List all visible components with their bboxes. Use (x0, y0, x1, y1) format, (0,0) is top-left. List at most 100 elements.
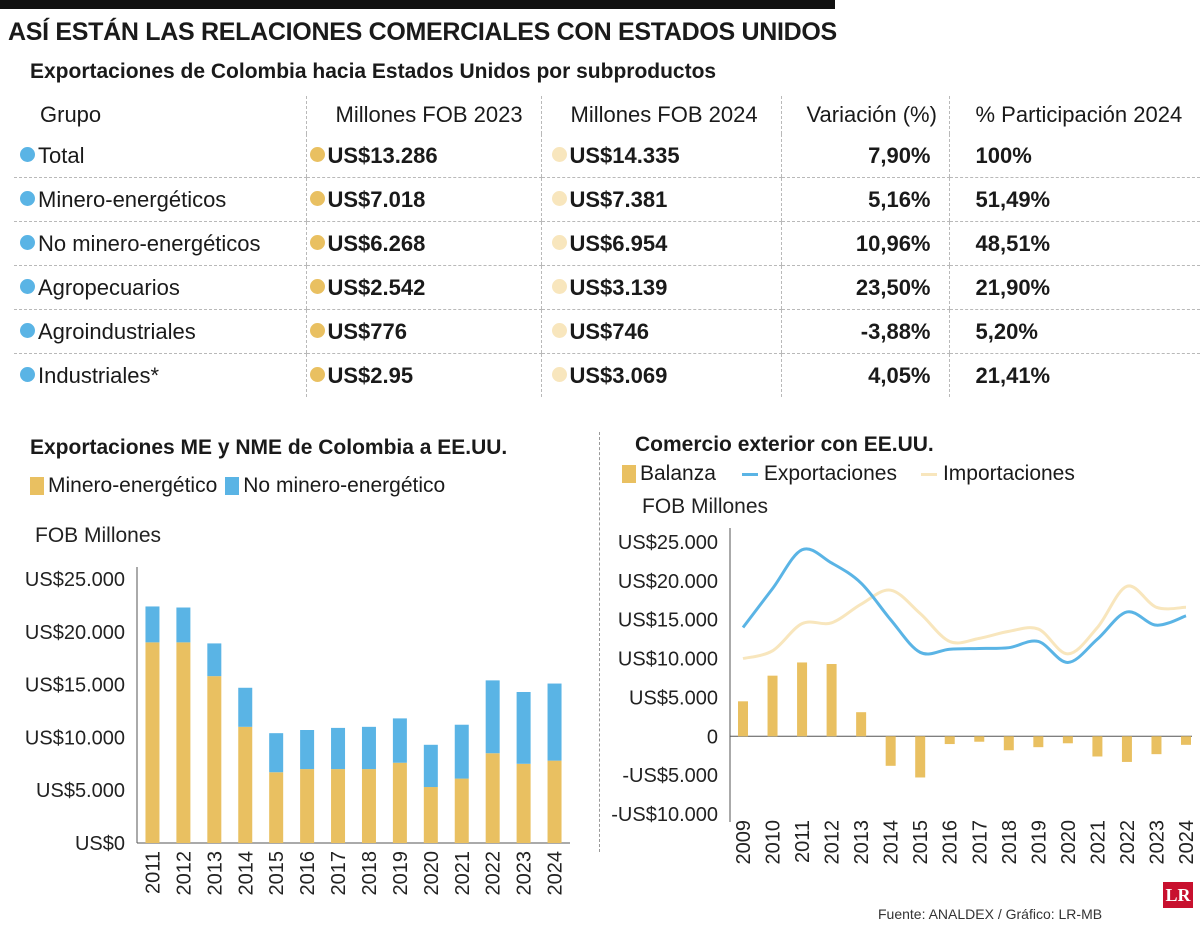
cell-fob2024: US$746 (540, 309, 781, 354)
cell-value: 4,05% (868, 362, 931, 388)
balanza-bar (915, 736, 926, 778)
bar-minero-energetico (331, 769, 346, 843)
cell-value: US$6.954 (569, 230, 668, 256)
bar-minero-energetico (238, 726, 253, 843)
blue-bullet-icon (20, 322, 35, 338)
y-tick-label: US$20.000 (618, 571, 718, 593)
cell-group: Agroindustriales (14, 309, 306, 354)
y-tick-label: US$15.000 (25, 675, 125, 697)
bar-no-minero-energetico (454, 724, 469, 779)
cell-fob2024: US$3.069 (540, 353, 781, 397)
exports-table: Grupo Millones FOB 2023 Millones FOB 202… (14, 96, 1200, 397)
page-title: ASÍ ESTÁN LAS RELACIONES COMERCIALES CON… (8, 18, 837, 46)
cell-fob2023: US$2.95 (305, 353, 541, 397)
importaciones-line (742, 584, 1187, 661)
bar-no-minero-energetico (269, 733, 284, 773)
cell-value: US$2.95 (327, 362, 414, 388)
cell-value: US$3.069 (569, 362, 668, 388)
cell-variation: 10,96% (780, 221, 949, 266)
blue-bullet-icon (20, 366, 35, 382)
y-tick-label: US$25.000 (25, 569, 125, 591)
cell-value: US$14.335 (569, 142, 680, 168)
cell-variation: 5,16% (780, 177, 949, 222)
legend-label-balanza: Balanza (640, 462, 716, 485)
balanza-bar (767, 675, 778, 737)
cell-value: US$776 (327, 318, 408, 344)
cell-fob2023: US$6.268 (305, 221, 541, 266)
y-tick-label: 0 (707, 726, 718, 748)
x-tick-label: 2016 (297, 851, 319, 896)
cell-group: Total (14, 134, 306, 178)
gold-bullet-icon (309, 190, 325, 206)
y-tick-label: -US$10.000 (611, 804, 718, 826)
x-tick-label: 2024 (1176, 820, 1198, 865)
x-tick-label: 2015 (910, 820, 932, 865)
x-tick-label: 2019 (390, 851, 412, 896)
bar-minero-energetico (269, 772, 284, 843)
cream-bullet-icon (551, 278, 567, 294)
blue-bullet-icon (20, 190, 35, 206)
y-tick-label: US$5.000 (629, 687, 718, 709)
balanza-bar (1151, 736, 1162, 755)
col-header-fob2024: Millones FOB 2024 (540, 96, 781, 134)
bar-no-minero-energetico (547, 683, 562, 761)
legend-line-importaciones (920, 472, 937, 476)
blue-bullet-icon (20, 234, 35, 250)
legend-label-no-minero: No minero-energético (243, 474, 446, 497)
bar-minero-energetico (454, 778, 469, 843)
top-rule (0, 0, 835, 9)
cream-bullet-icon (551, 234, 567, 250)
legend-swatch-minero (30, 477, 44, 495)
x-tick-label: 2018 (999, 820, 1021, 865)
cell-value: 7,90% (868, 142, 931, 168)
x-tick-label: 2016 (940, 820, 962, 865)
x-tick-label: 2013 (851, 820, 873, 865)
x-tick-label: 2020 (421, 851, 443, 896)
bar-minero-energetico (361, 769, 376, 843)
col-header-fob2023: Millones FOB 2023 (305, 96, 541, 134)
x-tick-label: 2021 (1087, 820, 1109, 865)
x-tick-label: 2011 (792, 820, 814, 863)
col-header-variation: Variación (%) (780, 96, 949, 134)
bar-minero-energetico (547, 760, 562, 843)
table-row: Total US$13.286 US$14.335 7,90% 100% (14, 134, 1200, 178)
cell-value: Agropecuarios (38, 274, 180, 300)
legend-label-importaciones: Importaciones (942, 462, 1075, 485)
bar-minero-energetico (423, 787, 438, 843)
bar-no-minero-energetico (361, 726, 376, 770)
blue-bullet-icon (20, 146, 35, 162)
bar-chart-title: Exportaciones ME y NME de Colombia a EE.… (30, 436, 508, 459)
bar-no-minero-energetico (423, 744, 438, 788)
y-tick-label: US$0 (75, 833, 125, 855)
gold-bullet-icon (309, 234, 325, 250)
cream-bullet-icon (551, 190, 567, 206)
gold-bullet-icon (309, 322, 325, 338)
y-tick-label: US$15.000 (618, 610, 718, 632)
balanza-bar (885, 736, 896, 766)
y-tick-label: US$10.000 (618, 649, 718, 671)
cell-share: 48,51% (948, 221, 1200, 266)
stacked-bar-chart: FOB Millones US$0 US$5.000 US$10.000 US$15.0… (25, 524, 570, 896)
cell-value: 51,49% (975, 186, 1051, 212)
cell-fob2024: US$7.381 (540, 177, 781, 222)
bar-no-minero-energetico (207, 643, 222, 677)
cream-bullet-icon (551, 322, 567, 338)
cell-value: US$7.018 (327, 186, 426, 212)
table-row: Agroindustriales US$776 US$746 -3,88% 5,20% (14, 309, 1200, 354)
cell-value: 5,20% (975, 318, 1038, 344)
x-tick-label: 2020 (1058, 820, 1080, 865)
cell-fob2023: US$2.542 (305, 265, 541, 310)
gold-bullet-icon (309, 278, 325, 294)
col-header-share: % Participación 2024 (948, 96, 1200, 134)
cell-fob2023: US$7.018 (305, 177, 541, 222)
x-tick-label: 2023 (514, 851, 536, 896)
cell-value: US$3.139 (569, 274, 668, 300)
cell-value: US$2.542 (327, 274, 426, 300)
x-tick-label: 2015 (266, 851, 288, 896)
balanza-bar (1181, 736, 1191, 745)
x-tick-label: 2014 (235, 851, 257, 896)
x-tick-label: 2009 (733, 820, 755, 865)
balanza-bar (826, 664, 837, 737)
cell-fob2023: US$13.286 (305, 134, 541, 178)
x-tick-label: 2010 (763, 820, 785, 865)
